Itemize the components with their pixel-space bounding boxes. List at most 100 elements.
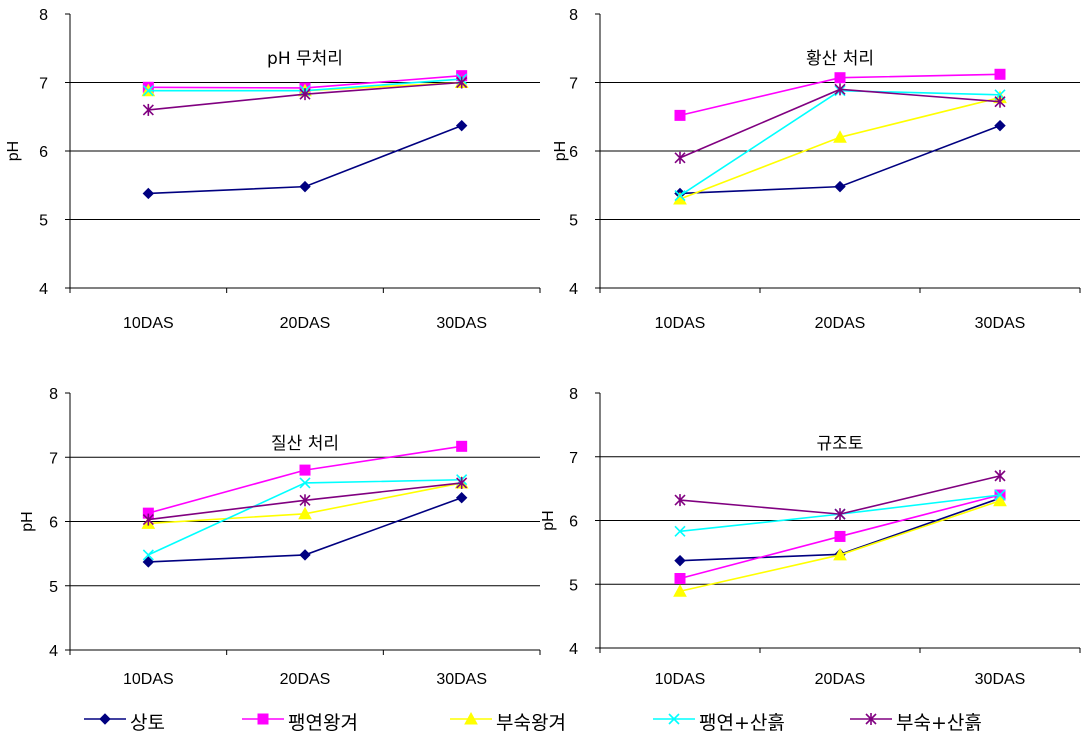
data-point bbox=[993, 493, 1007, 507]
data-point bbox=[142, 556, 155, 568]
y-tick-label: 5 bbox=[569, 577, 578, 594]
legend-label: 팽연왕겨 bbox=[288, 712, 358, 734]
x-tick-label: 20DAS bbox=[815, 671, 866, 688]
data-point bbox=[674, 525, 686, 537]
legend-label: 부숙왕겨 bbox=[496, 712, 566, 734]
legend: 상토 팽연왕겨 부숙왕겨 팽연+산흙 부숙+산흙 bbox=[0, 700, 1081, 738]
data-point bbox=[456, 476, 468, 489]
chart-panel-4: 4 5 6 7 8 10DAS 20DAS 30DAS pH 규조토 bbox=[540, 386, 1081, 688]
chart-title: 규조토 bbox=[817, 434, 864, 454]
data-point bbox=[834, 72, 846, 84]
y-axis-label: pH bbox=[5, 141, 22, 161]
y-tick-label: 4 bbox=[569, 281, 578, 298]
y-tick-label: 5 bbox=[49, 579, 58, 596]
series-1 bbox=[142, 492, 468, 568]
data-point bbox=[299, 494, 311, 507]
data-point bbox=[674, 189, 686, 202]
data-point bbox=[674, 151, 686, 164]
chart-title: pH 무처리 bbox=[267, 49, 343, 69]
x-tick-label: 30DAS bbox=[975, 315, 1026, 332]
x-tick-label: 30DAS bbox=[975, 671, 1026, 688]
y-tick-label: 4 bbox=[39, 281, 48, 298]
charts-canvas: 4 5 6 7 8 10DAS 20DAS 30DAS pH pH 무처리 4 5 6 7 8 10DAS 20… bbox=[5, 7, 1081, 688]
data-point bbox=[834, 530, 846, 542]
y-axis-label: pH bbox=[540, 510, 557, 530]
series-5 bbox=[674, 469, 1006, 521]
y-tick-label: 7 bbox=[569, 76, 578, 93]
series-5 bbox=[142, 476, 468, 526]
y-axis-label: pH bbox=[552, 141, 569, 161]
x-tick-label: 30DAS bbox=[436, 671, 487, 688]
y-tick-label: 6 bbox=[39, 144, 48, 161]
data-point bbox=[299, 88, 311, 101]
data-point bbox=[455, 492, 468, 504]
legend-marker-triangle bbox=[450, 711, 492, 725]
chart-title: 질산 처리 bbox=[271, 434, 339, 454]
data-point bbox=[833, 130, 847, 143]
series-5 bbox=[674, 83, 1006, 164]
y-tick-label: 4 bbox=[569, 641, 578, 658]
series-3 bbox=[673, 493, 1007, 597]
x-tick-label: 10DAS bbox=[123, 315, 174, 332]
series-5 bbox=[142, 76, 468, 116]
y-axis-label: pH bbox=[19, 511, 36, 531]
legend-marker bbox=[668, 713, 680, 725]
data-point bbox=[456, 76, 468, 89]
x-tick-label: 30DAS bbox=[436, 315, 487, 332]
y-tick-label: 6 bbox=[569, 514, 578, 531]
series-line bbox=[679, 88, 1001, 159]
chart-panel-1: 4 5 6 7 8 10DAS 20DAS 30DAS pH pH 무처리 bbox=[5, 7, 541, 332]
data-point bbox=[142, 513, 154, 526]
legend-marker bbox=[464, 711, 478, 725]
y-tick-label: 5 bbox=[39, 213, 48, 230]
y-tick-label: 4 bbox=[49, 643, 58, 660]
y-tick-label: 6 bbox=[569, 144, 578, 161]
y-tick-label: 7 bbox=[569, 450, 578, 467]
x-tick-label: 20DAS bbox=[280, 315, 331, 332]
data-point bbox=[834, 508, 846, 521]
x-tick-label: 20DAS bbox=[280, 671, 331, 688]
x-tick-label: 10DAS bbox=[655, 671, 706, 688]
data-point bbox=[299, 549, 311, 561]
data-point bbox=[142, 549, 154, 561]
legend-marker bbox=[865, 713, 877, 725]
legend-marker-square bbox=[242, 713, 284, 725]
legend-label: 부숙+산흙 bbox=[896, 712, 982, 734]
data-point bbox=[674, 573, 686, 585]
y-tick-label: 7 bbox=[49, 450, 58, 467]
legend-marker-diamond bbox=[84, 713, 126, 725]
data-point bbox=[142, 103, 154, 116]
chart-panel-3: 4 5 6 7 8 10DAS 20DAS 30DAS pH 질산 처리 bbox=[19, 386, 541, 688]
legend-marker-star bbox=[850, 713, 892, 725]
x-tick-label: 10DAS bbox=[123, 671, 174, 688]
data-point bbox=[994, 68, 1006, 80]
data-point bbox=[834, 83, 846, 96]
data-point bbox=[994, 489, 1006, 501]
data-point bbox=[674, 109, 686, 121]
data-point bbox=[674, 494, 686, 507]
y-tick-label: 5 bbox=[569, 213, 578, 230]
legend-marker bbox=[99, 713, 111, 725]
data-point bbox=[142, 187, 155, 200]
data-point bbox=[455, 119, 468, 132]
data-point bbox=[299, 180, 311, 193]
y-tick-label: 8 bbox=[49, 386, 58, 403]
data-point bbox=[674, 554, 686, 567]
chart-title: 황산 처리 bbox=[806, 49, 874, 69]
y-tick-label: 8 bbox=[39, 7, 48, 24]
y-tick-label: 8 bbox=[569, 386, 578, 403]
data-point bbox=[994, 95, 1006, 108]
data-point bbox=[299, 477, 311, 489]
data-point bbox=[994, 119, 1006, 132]
series-1 bbox=[142, 119, 468, 200]
data-point bbox=[673, 584, 687, 597]
y-tick-label: 6 bbox=[49, 515, 58, 532]
data-point bbox=[142, 85, 154, 97]
y-tick-label: 8 bbox=[569, 7, 578, 24]
data-point bbox=[299, 464, 311, 476]
legend-label: 상토 bbox=[130, 712, 165, 734]
data-point bbox=[833, 547, 847, 561]
chart-panel-2: 4 5 6 7 8 10DAS 20DAS 30DAS pH 황산 처리 bbox=[552, 7, 1081, 332]
x-tick-label: 20DAS bbox=[815, 315, 866, 332]
legend-label: 팽연+산흙 bbox=[699, 712, 785, 734]
